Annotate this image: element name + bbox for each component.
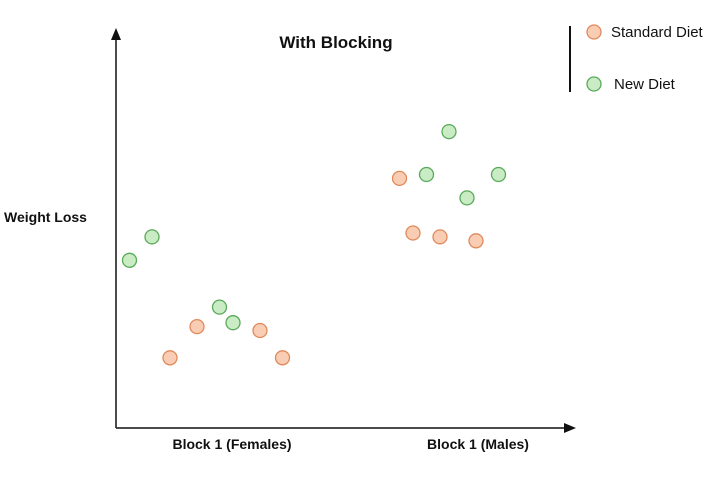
new-diet-point	[211, 299, 228, 315]
chart-title: With Blocking	[279, 33, 392, 52]
standard-diet-point	[468, 233, 484, 249]
legend-marker	[586, 24, 602, 40]
standard-diet-point	[274, 350, 291, 366]
legend-marker	[586, 76, 602, 92]
new-diet-point	[225, 315, 241, 331]
standard-diet-point	[162, 350, 178, 366]
y-axis-arrowhead	[111, 28, 121, 40]
new-diet-point	[121, 252, 138, 268]
x-tick-labels: Block 1 (Females) Block 1 (Males)	[172, 436, 529, 452]
standard-diet-point	[432, 229, 448, 245]
data-points	[121, 123, 507, 366]
new-diet-point	[144, 229, 160, 245]
y-axis-label: Weight Loss	[4, 209, 87, 225]
x-tick-label: Block 1 (Females)	[172, 436, 291, 452]
new-diet-point	[459, 190, 475, 206]
new-diet-point	[441, 123, 457, 140]
legend-label: Standard Diet	[611, 24, 704, 41]
x-axis-arrowhead	[564, 423, 576, 433]
legend-label: New Diet	[614, 76, 676, 93]
standard-diet-point	[189, 318, 205, 335]
standard-diet-point	[391, 170, 408, 187]
x-tick-label: Block 1 (Males)	[427, 436, 529, 452]
standard-diet-point	[405, 225, 421, 241]
new-diet-point	[418, 166, 435, 183]
new-diet-point	[490, 166, 507, 183]
legend: Standard Diet New Diet	[569, 24, 704, 93]
standard-diet-point	[252, 322, 268, 339]
